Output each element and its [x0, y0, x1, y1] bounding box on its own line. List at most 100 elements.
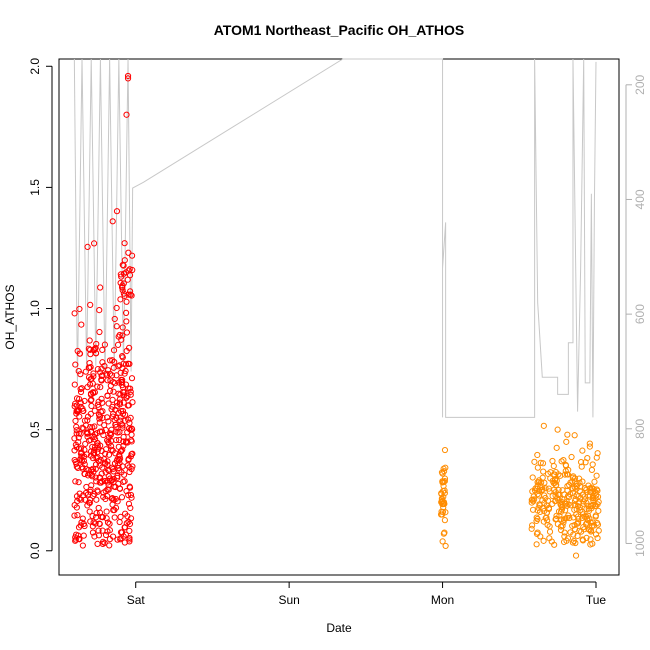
data-point — [89, 529, 97, 536]
data-point — [121, 240, 128, 247]
data-point — [534, 479, 541, 486]
data-point — [119, 284, 126, 291]
data-point — [124, 462, 131, 469]
x-tick-label: Sat — [127, 593, 146, 607]
data-point — [126, 464, 133, 471]
data-point — [592, 512, 599, 519]
data-point — [593, 492, 600, 499]
y-tick-label: 2.0 — [28, 58, 42, 75]
data-point — [438, 490, 445, 498]
data-point — [594, 450, 601, 457]
data-point — [535, 492, 543, 499]
data-point — [103, 370, 110, 377]
data-point — [564, 431, 571, 438]
data-point — [77, 388, 85, 396]
data-point — [96, 328, 103, 336]
points-layer — [71, 72, 602, 559]
data-point — [123, 329, 131, 336]
data-point — [574, 532, 581, 540]
data-point — [87, 436, 94, 444]
data-point — [107, 475, 114, 482]
data-point — [88, 482, 95, 489]
data-point — [594, 501, 601, 508]
data-point — [84, 417, 91, 424]
data-point — [96, 474, 103, 481]
data-point — [124, 72, 132, 80]
data-point — [113, 304, 120, 312]
data-point — [116, 518, 123, 526]
data-point — [126, 483, 133, 490]
data-point — [583, 486, 590, 493]
data-point — [94, 401, 101, 408]
data-point — [126, 534, 133, 542]
data-point — [105, 482, 112, 489]
data-point — [126, 527, 133, 535]
data-point — [538, 479, 545, 486]
data-point — [124, 429, 131, 436]
data-point — [122, 531, 129, 538]
data-point — [91, 449, 98, 456]
data-point — [119, 324, 126, 331]
data-point — [561, 529, 568, 536]
data-point — [72, 478, 79, 485]
data-point — [550, 462, 557, 470]
data-point — [97, 408, 104, 415]
data-point — [121, 257, 128, 264]
data-point — [82, 440, 89, 447]
data-point — [529, 522, 536, 529]
data-point — [119, 410, 127, 418]
data-point — [98, 376, 105, 383]
axes-layer: Sat Sun Mon Tue 0.0 0.5 1.0 1.5 2.0 200 400 600 800 1… — [28, 58, 647, 607]
data-point — [106, 357, 114, 364]
data-point — [123, 487, 130, 495]
data-point — [126, 468, 133, 476]
data-point — [92, 461, 100, 468]
data-point — [120, 478, 127, 486]
x-tick-label: Mon — [431, 593, 454, 607]
data-point — [78, 457, 86, 464]
data-point — [531, 487, 539, 494]
x-axis-label: Date — [326, 621, 352, 635]
data-point — [104, 458, 111, 465]
data-point — [111, 380, 119, 387]
data-point — [128, 375, 136, 382]
data-point — [93, 340, 100, 348]
data-point — [534, 451, 541, 459]
data-point — [72, 417, 79, 425]
data-point — [593, 472, 600, 479]
data-point — [87, 410, 94, 417]
data-point — [101, 341, 108, 348]
data-point — [94, 383, 101, 390]
data-point — [75, 479, 82, 486]
data-point — [120, 399, 127, 406]
data-point — [127, 491, 135, 499]
data-point — [552, 468, 559, 476]
data-point — [123, 318, 130, 325]
data-point — [104, 392, 111, 399]
data-point — [72, 458, 79, 465]
data-point — [110, 364, 117, 371]
data-point — [582, 459, 589, 466]
data-point — [124, 75, 132, 82]
data-point — [96, 415, 103, 422]
data-point — [535, 487, 543, 495]
data-point — [107, 431, 114, 439]
data-point — [115, 464, 122, 472]
data-point — [539, 460, 547, 467]
data-point — [558, 503, 565, 511]
data-point — [593, 454, 600, 461]
data-point — [104, 493, 111, 500]
data-point — [82, 368, 89, 375]
data-point — [549, 477, 556, 485]
data-point — [441, 517, 448, 524]
data-point — [93, 496, 100, 503]
data-point — [536, 502, 544, 509]
data-point — [116, 429, 123, 436]
data-point — [578, 463, 585, 470]
data-point — [585, 507, 593, 514]
data-point — [121, 292, 128, 299]
data-point — [122, 439, 130, 446]
data-point — [93, 478, 100, 485]
data-point — [121, 370, 128, 377]
data-point — [80, 532, 87, 539]
